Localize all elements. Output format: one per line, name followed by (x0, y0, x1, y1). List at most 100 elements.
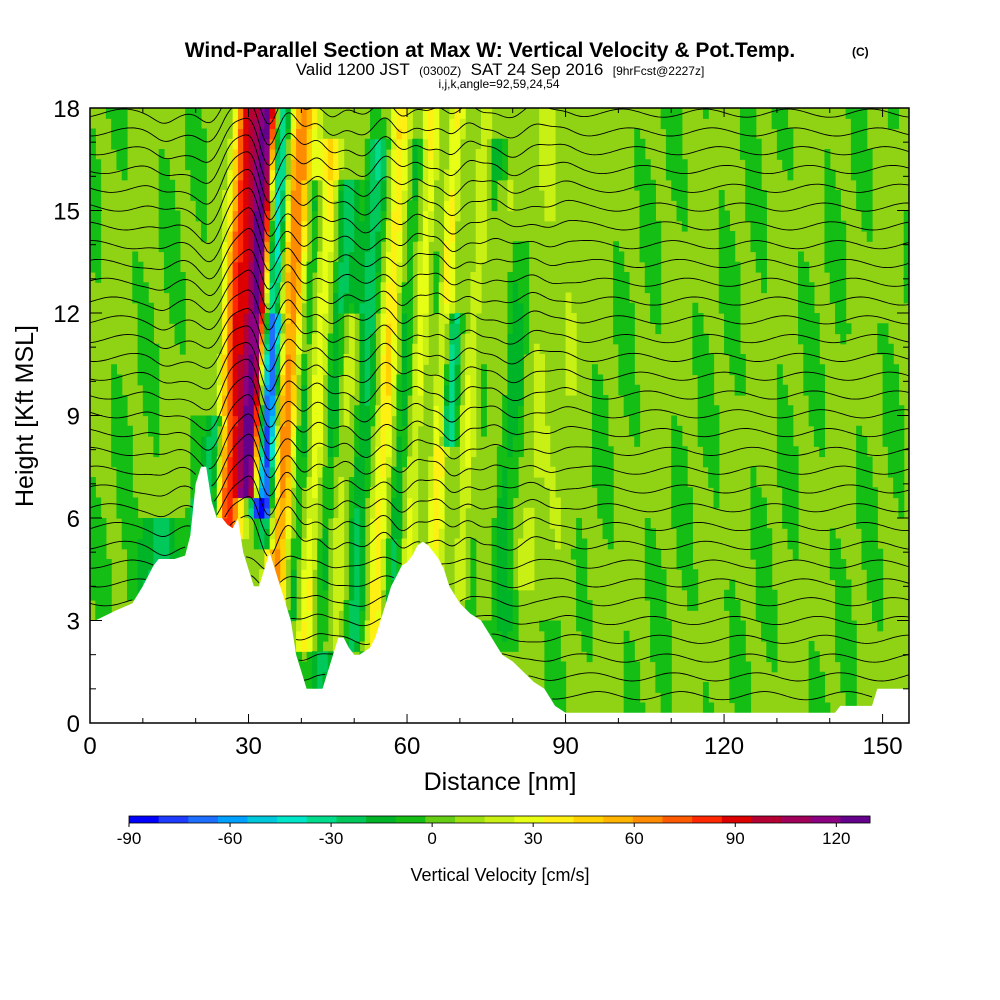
velocity-cell (803, 343, 810, 355)
velocity-cell (274, 190, 281, 201)
velocity-cell (322, 651, 329, 663)
velocity-cell (533, 405, 540, 417)
velocity-cell (422, 138, 429, 150)
velocity-cell (475, 190, 482, 201)
velocity-cell (866, 149, 873, 160)
velocity-cell (327, 251, 334, 263)
velocity-cell (274, 149, 281, 160)
velocity-cell (359, 313, 366, 324)
velocity-cell (301, 436, 308, 447)
velocity-cell (671, 507, 678, 519)
velocity-cell (269, 138, 276, 150)
velocity-cell (274, 313, 281, 324)
velocity-cell (174, 302, 181, 314)
velocity-cell (243, 282, 250, 294)
velocity-cell (354, 292, 361, 304)
velocity-cell (232, 507, 239, 519)
velocity-cell (280, 292, 287, 304)
velocity-cell (433, 282, 440, 294)
velocity-cell (502, 497, 509, 509)
velocity-cell (708, 425, 715, 437)
velocity-cell (317, 261, 324, 273)
velocity-cell (713, 405, 720, 417)
velocity-cell (523, 507, 530, 519)
velocity-cell (792, 548, 799, 560)
velocity-cell (734, 610, 741, 622)
velocity-cell (311, 456, 318, 468)
velocity-cell (787, 138, 794, 150)
velocity-cell (274, 364, 281, 376)
velocity-cell (348, 384, 355, 396)
velocity-cell (872, 528, 878, 540)
velocity-cell (512, 384, 519, 396)
velocity-cell (877, 548, 884, 560)
velocity-cell (132, 579, 139, 591)
velocity-cell (311, 446, 318, 458)
velocity-cell (364, 343, 371, 355)
velocity-cell (512, 415, 519, 427)
velocity-cell (671, 436, 678, 447)
velocity-cell (845, 589, 852, 601)
velocity-cell (200, 415, 207, 427)
velocity-cell (475, 302, 482, 314)
velocity-cell (216, 497, 223, 509)
velocity-cell (396, 405, 403, 417)
velocity-cell (771, 661, 778, 673)
velocity-cell (348, 354, 355, 365)
velocity-cell (174, 548, 181, 560)
velocity-cell (459, 456, 466, 468)
velocity-cell (237, 302, 244, 314)
velocity-cell (665, 159, 672, 171)
velocity-cell (449, 405, 456, 417)
colorbar-swatch (158, 816, 189, 823)
velocity-cell (126, 507, 133, 519)
velocity-cell (111, 128, 118, 140)
velocity-cell (422, 292, 429, 304)
velocity-cell (280, 138, 287, 150)
velocity-cell (317, 415, 324, 427)
velocity-cell (322, 200, 329, 212)
velocity-cell (877, 569, 884, 581)
velocity-cell (153, 446, 160, 458)
velocity-cell (697, 313, 704, 324)
velocity-cell (507, 272, 514, 283)
velocity-cell (264, 497, 271, 509)
velocity-cell (232, 220, 239, 232)
velocity-cell (317, 466, 324, 478)
velocity-cell (422, 200, 429, 212)
velocity-cell (248, 220, 255, 232)
velocity-cell (190, 179, 197, 191)
velocity-cell (237, 272, 244, 283)
velocity-cell (354, 610, 361, 622)
velocity-cell (581, 548, 588, 560)
velocity-cell (364, 487, 371, 499)
velocity-cell (370, 169, 376, 181)
velocity-cell (512, 405, 519, 417)
velocity-cell (776, 405, 783, 417)
velocity-cell (401, 446, 408, 458)
velocity-cell (502, 610, 509, 622)
velocity-cell (121, 528, 128, 540)
velocity-cell (359, 179, 366, 191)
velocity-cell (317, 374, 324, 386)
isentrope-line (90, 515, 909, 557)
velocity-cell (824, 190, 831, 201)
velocity-cell (243, 415, 250, 427)
velocity-cell (570, 374, 577, 386)
velocity-cell (163, 220, 170, 232)
velocity-cell (438, 302, 445, 314)
velocity-cell (338, 138, 345, 150)
velocity-cell (148, 323, 154, 335)
velocity-cell (660, 118, 667, 130)
velocity-cell (459, 436, 466, 447)
velocity-cell (375, 405, 382, 417)
velocity-cell (338, 159, 345, 171)
velocity-cell (364, 159, 371, 171)
velocity-cell (407, 220, 413, 232)
velocity-cell (655, 569, 662, 581)
velocity-cell (517, 282, 524, 294)
velocity-cell (438, 528, 445, 540)
velocity-cell (428, 138, 435, 150)
velocity-cell (375, 569, 382, 581)
x-tick-label: 30 (235, 733, 262, 760)
